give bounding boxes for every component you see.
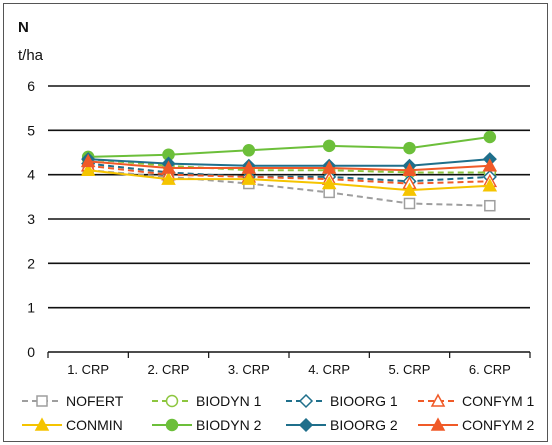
series-line-nofert bbox=[88, 169, 490, 207]
legend-label-nofert: NOFERT bbox=[66, 393, 124, 409]
legend-marker-biodyn-1 bbox=[165, 394, 179, 408]
legend-marker-confym-1 bbox=[430, 393, 446, 407]
y-tick-label: 0 bbox=[27, 344, 35, 360]
data-point-nofert bbox=[484, 199, 496, 212]
series-line-bioorg-1 bbox=[88, 162, 490, 183]
legend-label-biodyn-2: BIODYN 2 bbox=[196, 417, 262, 433]
x-tick-label: 3. CRP bbox=[228, 362, 270, 377]
data-point-confym-2 bbox=[241, 160, 257, 174]
series-line-conmin bbox=[88, 169, 490, 192]
y-tick-label: 5 bbox=[27, 122, 35, 138]
data-point-nofert bbox=[403, 197, 416, 210]
data-point-conmin bbox=[321, 175, 337, 190]
data-point-conmin bbox=[482, 178, 498, 192]
data-point-conmin bbox=[80, 162, 96, 176]
data-point-confym-2 bbox=[402, 162, 417, 176]
x-tick-label: 5. CRP bbox=[389, 362, 431, 377]
series-line-biodyn-2 bbox=[88, 135, 490, 158]
series-line-confym-2 bbox=[88, 160, 490, 172]
series-line-bioorg-2 bbox=[88, 158, 490, 167]
x-tick-label: 2. CRP bbox=[148, 362, 190, 377]
data-point-confym-2 bbox=[321, 160, 337, 174]
data-point-confym-2 bbox=[482, 158, 498, 172]
data-point-confym-2 bbox=[161, 160, 176, 174]
data-point-biodyn-2 bbox=[322, 139, 336, 153]
legend-label-biodyn-1: BIODYN 1 bbox=[196, 393, 262, 409]
line-chart: 0 1 2 3 4 5 6 1. CRP 2. CRP 3. CRP 4. CRP 5. CRP 6. … bbox=[22, 78, 535, 433]
legend-label-confym-1: CONFYM 1 bbox=[462, 393, 535, 409]
data-point-conmin bbox=[402, 182, 417, 196]
y-tick-label: 4 bbox=[27, 167, 35, 183]
x-tick-label: 6. CRP bbox=[469, 362, 511, 377]
legend-marker-biodyn-2 bbox=[165, 418, 179, 432]
x-tick-label: 4. CRP bbox=[308, 362, 350, 377]
legend-marker-bioorg-1 bbox=[298, 393, 314, 409]
y-tick-label: 3 bbox=[27, 211, 35, 227]
data-point-biodyn-2 bbox=[242, 144, 256, 157]
legend-label-confym-2: CONFYM 2 bbox=[462, 417, 535, 433]
data-point-conmin bbox=[161, 171, 176, 185]
legend-label-conmin: CONMIN bbox=[66, 417, 123, 433]
series-line-biodyn-1 bbox=[88, 158, 490, 174]
x-tick-label: 1. CRP bbox=[67, 362, 109, 377]
legend-marker-bioorg-2 bbox=[298, 417, 314, 433]
y-tick-label: 6 bbox=[27, 78, 35, 94]
y-axis-unit-label: t/ha bbox=[18, 47, 44, 64]
data-point-biodyn-2 bbox=[483, 130, 497, 144]
chart-frame: N t/ha 0 1 2 3 4 5 6 1. CRP 2. CRP 3. CRP 4. CRP 5.… bbox=[3, 3, 548, 442]
legend-marker-conmin bbox=[34, 417, 50, 431]
data-point-conmin bbox=[241, 171, 257, 185]
legend-label-bioorg-1: BIOORG 1 bbox=[330, 393, 398, 409]
y-tick-label: 2 bbox=[27, 255, 35, 271]
legend-marker-confym-2 bbox=[430, 417, 446, 431]
data-point-confym-2 bbox=[80, 153, 96, 168]
series-line-confym-1 bbox=[88, 164, 490, 185]
data-point-biodyn-2 bbox=[403, 141, 416, 155]
legend-marker-nofert bbox=[36, 395, 48, 407]
legend-label-bioorg-2: BIOORG 2 bbox=[330, 417, 398, 433]
panel-label: N bbox=[18, 19, 29, 36]
y-tick-label: 1 bbox=[27, 300, 35, 316]
